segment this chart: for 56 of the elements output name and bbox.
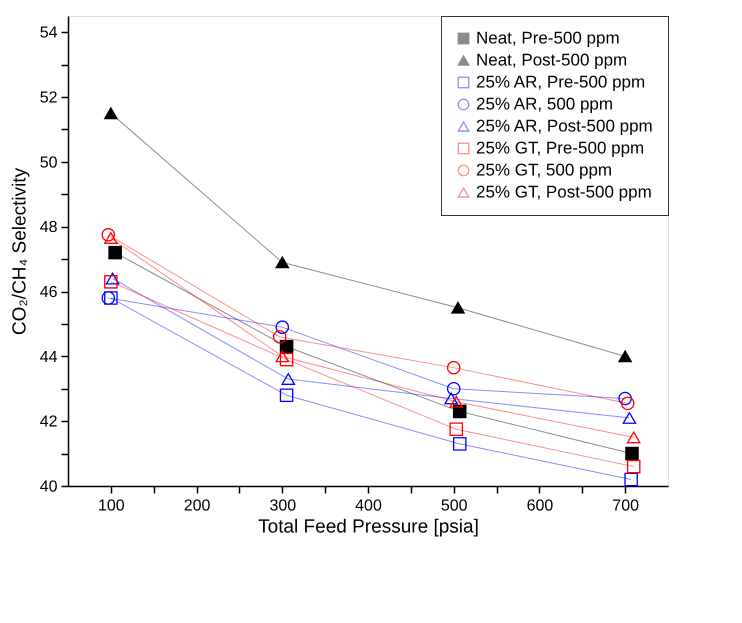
legend-label: 25% GT, Pre-500 ppm xyxy=(476,138,644,158)
point xyxy=(108,246,122,260)
point xyxy=(104,232,118,244)
point xyxy=(450,422,464,436)
point xyxy=(626,460,640,474)
legend-label: 25% GT, Post-500 ppm xyxy=(476,182,652,202)
y-tick-label: 54 xyxy=(40,24,58,42)
point xyxy=(452,437,466,451)
y-axis-title: CO₂/CH₄ Selectivity xyxy=(10,167,31,336)
point xyxy=(625,446,639,460)
point xyxy=(620,396,634,410)
point xyxy=(618,392,632,406)
point xyxy=(622,412,636,424)
point xyxy=(276,350,290,362)
y-tick-label: 48 xyxy=(40,219,58,236)
x-tick-label: 200 xyxy=(184,498,211,514)
point xyxy=(452,404,466,418)
x-tick-label: 700 xyxy=(612,498,640,514)
point xyxy=(106,272,120,285)
point xyxy=(618,350,632,362)
y-tick-label: 50 xyxy=(40,154,58,172)
y-tick-label: 40 xyxy=(40,478,58,496)
x-axis-title: Total Feed Pressure [psia] xyxy=(258,516,479,538)
point xyxy=(446,382,460,396)
legend-label: Neat, Pre-500 ppm xyxy=(476,28,620,48)
legend-label: 25% AR, Post-500 ppm xyxy=(476,116,653,136)
point xyxy=(102,291,116,305)
point xyxy=(450,396,464,408)
x-tick-label: 300 xyxy=(269,498,296,514)
point xyxy=(446,360,460,374)
legend-label: Neat, Post-500 ppm xyxy=(476,50,628,70)
legend-label: 25% AR, 500 ppm xyxy=(476,94,614,114)
point xyxy=(626,431,640,444)
point xyxy=(276,320,290,334)
y-tick-label: 44 xyxy=(40,348,58,366)
legend-label: 25% AR, Pre-500 ppm xyxy=(476,72,646,92)
point xyxy=(104,275,118,289)
point xyxy=(104,291,118,305)
point xyxy=(272,330,286,344)
x-tick-label: 100 xyxy=(98,498,125,514)
point xyxy=(624,472,638,486)
x-tick-label: 600 xyxy=(526,498,554,514)
y-tick-label: 46 xyxy=(40,284,58,302)
point xyxy=(280,352,294,366)
point xyxy=(444,392,458,404)
point xyxy=(102,228,116,242)
point xyxy=(280,388,294,402)
point xyxy=(104,107,118,120)
point xyxy=(276,256,290,268)
y-tick-label: 52 xyxy=(40,90,58,107)
x-tick-label: 400 xyxy=(355,498,382,514)
y-tick-label: 42 xyxy=(40,414,58,431)
legend-label: 25% GT, 500 ppm xyxy=(476,160,612,180)
point xyxy=(282,373,296,385)
x-tick-label: 500 xyxy=(440,498,468,514)
point xyxy=(451,302,465,314)
